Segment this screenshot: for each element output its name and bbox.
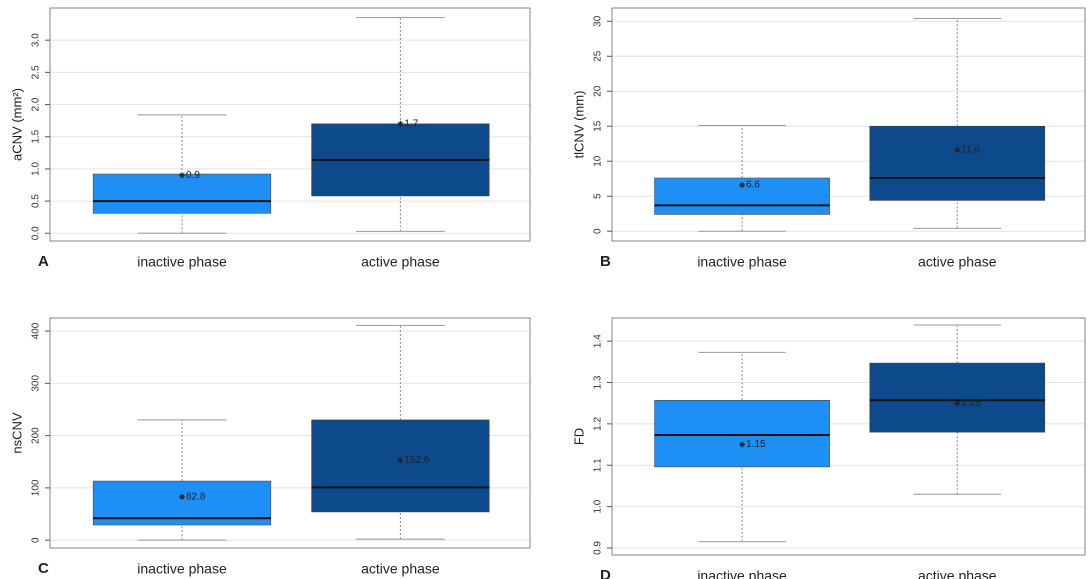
x-tick-label: inactive phase [697,568,787,579]
y-axis-label: FD [571,428,586,445]
panel-label: A [38,253,49,270]
plot-frame [611,317,1086,556]
mean-label: 0.9 [186,170,200,181]
mean-marker [954,400,961,407]
plot-frame [49,317,531,549]
y-tick-label: 0 [593,228,604,234]
y-tick-label: 1.1 [593,458,604,472]
y-axis-label: tlCNV (mm) [571,91,586,159]
x-tick-label: active phase [361,254,440,270]
y-tick-label: 15 [593,120,604,132]
mean-label: 1.15 [746,439,766,450]
mean-label: 6.6 [746,180,760,191]
mean-marker [739,182,746,189]
box [869,125,1046,201]
y-tick-label: 20 [593,85,604,97]
y-tick-label: 1.4 [593,334,604,348]
y-tick-label: 5 [593,193,604,199]
mean-marker [179,493,185,500]
box [311,419,490,513]
panel-label: C [38,560,49,577]
x-tick-label: inactive phase [137,561,227,577]
y-tick-label: 0 [31,537,42,543]
mean-label: 1.25 [961,398,981,409]
mean-label: 152.6 [404,455,429,466]
plot-frame [49,7,531,242]
y-tick-label: 1.0 [593,499,604,513]
y-tick-label: 25 [593,50,604,62]
y-tick-label: 0.0 [31,226,42,240]
y-axis-label: nsCNV [9,412,24,454]
y-tick-label: 0.9 [593,541,604,555]
y-axis-label: aCNV (mm²) [9,88,24,161]
y-tick-label: 2.5 [31,65,42,79]
y-tick-label: 1.2 [593,416,604,430]
x-tick-label: inactive phase [697,254,787,270]
y-tick-label: 10 [593,155,604,167]
panel-label: D [600,567,611,579]
y-tick-label: 100 [31,479,42,496]
y-tick-label: 3.0 [31,33,42,47]
box [869,362,1046,433]
x-tick-label: active phase [361,561,440,577]
box [92,173,272,214]
mean-label: 82.8 [186,492,206,503]
panel-label: B [600,253,611,270]
mean-label: 11.6 [961,145,980,156]
mean-label: 1.7 [404,118,418,129]
y-tick-label: 200 [31,427,42,444]
y-tick-label: 1.3 [593,375,604,389]
mean-marker [954,147,961,154]
y-tick-label: 2.0 [31,97,42,111]
box [654,400,830,468]
mean-marker [397,457,404,464]
mean-marker [739,441,746,448]
plot-frame [611,7,1086,242]
y-tick-label: 400 [31,322,42,339]
mean-marker [397,120,404,127]
y-tick-label: 30 [593,15,604,27]
y-tick-label: 0.5 [31,194,42,208]
x-tick-label: inactive phase [137,254,227,270]
y-tick-label: 1.0 [31,162,42,176]
mean-marker [179,172,185,179]
x-tick-label: active phase [918,568,997,579]
y-tick-label: 300 [31,375,42,392]
y-tick-label: 1.5 [31,129,42,143]
x-tick-label: active phase [918,254,997,270]
